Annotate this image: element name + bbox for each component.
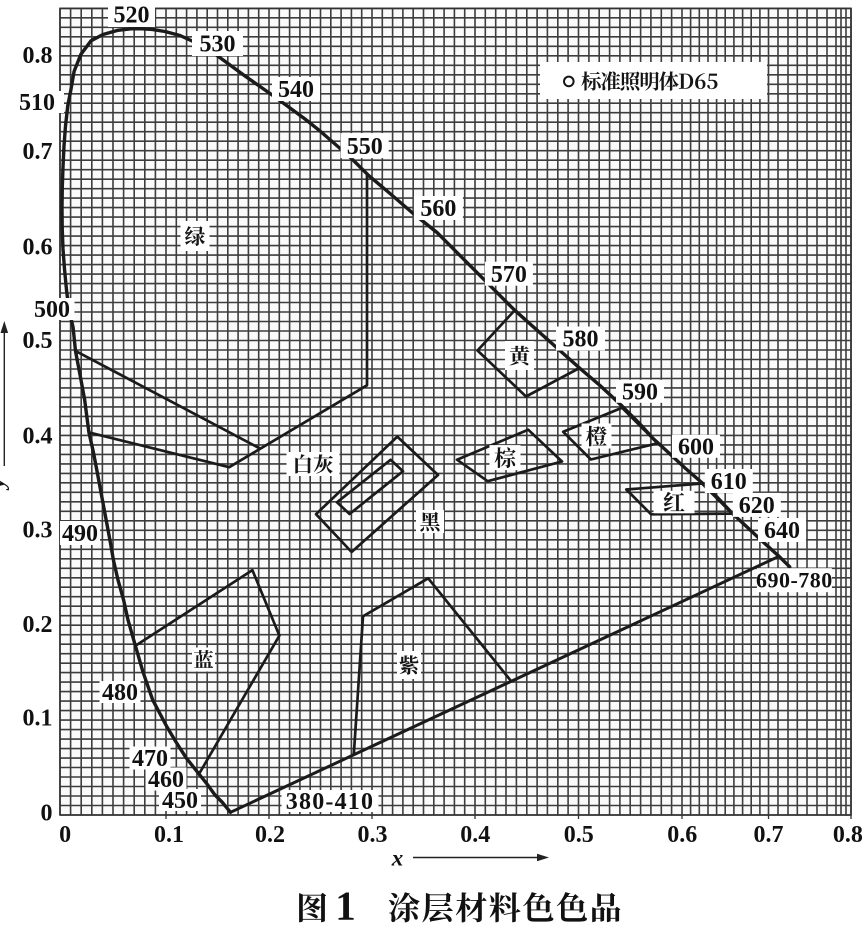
svg-text:0: 0 — [41, 801, 53, 827]
svg-text:y: y — [0, 477, 9, 491]
svg-text:0.1: 0.1 — [154, 822, 184, 848]
svg-text:0.7: 0.7 — [23, 139, 53, 165]
svg-text:530: 530 — [200, 32, 236, 58]
svg-text:1: 1 — [335, 883, 356, 929]
svg-text:590: 590 — [622, 380, 658, 406]
svg-text:0.5: 0.5 — [23, 328, 53, 354]
svg-text:0.1: 0.1 — [23, 706, 53, 732]
svg-text:550: 550 — [347, 134, 383, 160]
svg-text:0.3: 0.3 — [23, 517, 53, 543]
svg-text:0.8: 0.8 — [833, 822, 863, 848]
svg-text:0.8: 0.8 — [23, 43, 53, 69]
svg-text:610: 610 — [711, 469, 747, 495]
svg-text:570: 570 — [491, 262, 527, 288]
svg-text:0.6: 0.6 — [667, 822, 697, 848]
svg-text:450: 450 — [162, 788, 198, 814]
svg-text:510: 510 — [19, 90, 55, 116]
svg-text:520: 520 — [114, 3, 150, 29]
svg-text:0.4: 0.4 — [23, 424, 53, 450]
svg-text:480: 480 — [102, 680, 138, 706]
svg-text:0: 0 — [59, 822, 71, 848]
svg-text:0.3: 0.3 — [358, 822, 388, 848]
svg-text:690-780: 690-780 — [756, 568, 833, 593]
svg-text:600: 600 — [678, 435, 714, 461]
svg-text:0.4: 0.4 — [460, 822, 490, 848]
svg-text:0.2: 0.2 — [23, 612, 53, 638]
svg-text:620: 620 — [739, 493, 775, 519]
svg-text:640: 640 — [764, 518, 800, 544]
svg-text:490: 490 — [62, 521, 98, 547]
svg-text:380-410: 380-410 — [286, 789, 374, 815]
svg-text:0.5: 0.5 — [564, 822, 594, 848]
svg-text:0.2: 0.2 — [255, 822, 285, 848]
svg-text:0.6: 0.6 — [23, 235, 53, 261]
svg-text:500: 500 — [34, 297, 70, 323]
svg-text:460: 460 — [148, 767, 184, 793]
svg-text:560: 560 — [420, 196, 456, 222]
svg-text:580: 580 — [563, 327, 599, 353]
svg-text:x: x — [391, 846, 404, 871]
svg-text:0.7: 0.7 — [754, 822, 784, 848]
svg-text:540: 540 — [278, 77, 314, 103]
